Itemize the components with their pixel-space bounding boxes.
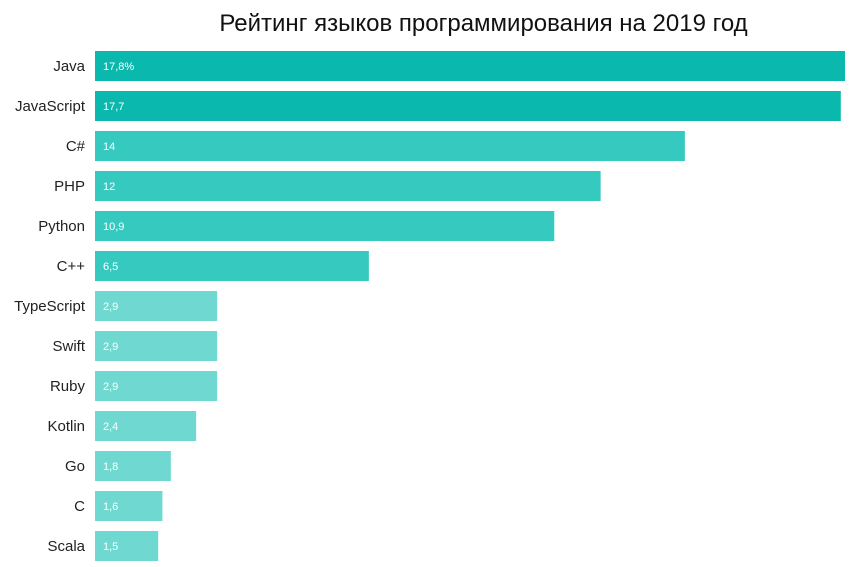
bar-ruby xyxy=(95,371,218,401)
value-label: 2,9 xyxy=(103,381,118,393)
category-label: Kotlin xyxy=(47,418,85,435)
category-label: Scala xyxy=(47,538,85,555)
value-label: 1,5 xyxy=(103,541,118,553)
bar-java xyxy=(95,51,845,81)
bar-c xyxy=(95,491,163,521)
value-label: 2,9 xyxy=(103,341,118,353)
value-label: 1,8 xyxy=(103,461,118,473)
bar-csharp xyxy=(95,131,685,161)
value-label: 17,7 xyxy=(103,101,124,113)
category-label: TypeScript xyxy=(14,298,86,315)
value-label: 2,4 xyxy=(103,421,118,433)
category-label: Go xyxy=(65,458,85,475)
bar-python xyxy=(95,211,555,241)
category-label: C xyxy=(74,498,85,515)
value-label: 2,9 xyxy=(103,301,118,313)
bar-scala xyxy=(95,531,159,561)
value-label: 6,5 xyxy=(103,261,118,273)
value-label: 12 xyxy=(103,181,115,193)
category-label: Python xyxy=(38,218,85,235)
value-label: 17,8% xyxy=(103,61,134,73)
bar-typescript xyxy=(95,291,218,321)
chart-title: Рейтинг языков программирования на 2019 … xyxy=(219,10,748,37)
category-label: C# xyxy=(66,138,86,155)
category-label: Ruby xyxy=(50,378,86,395)
bar-php xyxy=(95,171,601,201)
category-label: PHP xyxy=(54,178,85,195)
value-label: 14 xyxy=(103,141,115,153)
category-label: C++ xyxy=(57,258,86,275)
value-label: 1,6 xyxy=(103,501,118,513)
bar-kotlin xyxy=(95,411,197,441)
bar-cplusplus xyxy=(95,251,369,281)
value-label: 10,9 xyxy=(103,221,124,233)
category-label: JavaScript xyxy=(15,98,86,115)
bar-swift xyxy=(95,331,218,361)
bar-go xyxy=(95,451,171,481)
bar-javascript xyxy=(95,91,841,121)
category-label: Swift xyxy=(52,338,85,355)
category-label: Java xyxy=(53,58,85,75)
